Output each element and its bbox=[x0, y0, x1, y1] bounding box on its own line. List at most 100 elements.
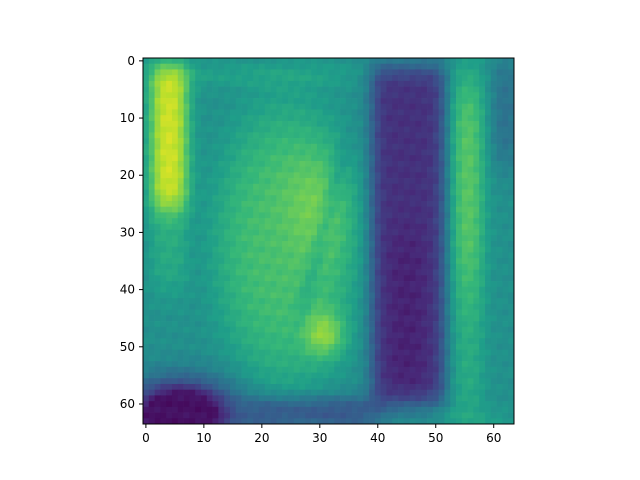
heatmap-cell bbox=[160, 275, 167, 282]
heatmap-cell bbox=[374, 120, 382, 127]
heatmap-cell bbox=[200, 321, 208, 328]
heatmap-cell bbox=[502, 315, 509, 322]
heatmap-cell bbox=[392, 149, 399, 156]
heatmap-cell bbox=[200, 80, 208, 87]
heatmap-cell bbox=[171, 383, 179, 391]
heatmap-cell bbox=[444, 332, 451, 339]
heatmap-cell bbox=[432, 383, 439, 391]
heatmap-cell bbox=[392, 229, 399, 236]
heatmap-cell bbox=[206, 206, 213, 213]
heatmap-cell bbox=[258, 412, 266, 419]
heatmap-cell bbox=[456, 269, 463, 276]
heatmap-cell bbox=[374, 172, 382, 179]
heatmap-cell bbox=[293, 183, 300, 190]
heatmap-cell bbox=[148, 189, 155, 196]
heatmap-cell bbox=[189, 75, 196, 82]
heatmap-cell bbox=[258, 332, 266, 339]
heatmap-cell bbox=[247, 252, 254, 259]
heatmap-cell bbox=[258, 321, 266, 328]
heatmap-cell bbox=[467, 109, 474, 116]
heatmap-cell bbox=[160, 309, 167, 316]
heatmap-cell bbox=[282, 58, 289, 65]
heatmap-cell bbox=[322, 200, 329, 208]
heatmap-cell bbox=[421, 86, 428, 93]
heatmap-cell bbox=[461, 189, 468, 196]
heatmap-cell bbox=[380, 378, 387, 385]
heatmap-cell bbox=[444, 126, 451, 133]
heatmap-cell bbox=[409, 246, 416, 253]
heatmap-cell bbox=[322, 138, 329, 145]
heatmap-cell bbox=[369, 172, 376, 179]
heatmap-cell bbox=[444, 406, 451, 413]
heatmap-cell bbox=[403, 281, 411, 288]
heatmap-cell bbox=[374, 401, 382, 408]
heatmap-cell bbox=[467, 372, 474, 379]
heatmap-cell bbox=[299, 75, 306, 82]
heatmap-cell bbox=[398, 263, 405, 270]
heatmap-cell bbox=[305, 418, 312, 425]
heatmap-cell bbox=[299, 120, 306, 127]
heatmap-cell bbox=[253, 126, 260, 133]
heatmap-cell bbox=[235, 292, 242, 299]
y-tick-label: 60 bbox=[120, 397, 135, 411]
heatmap-cell bbox=[287, 349, 295, 356]
heatmap-cell bbox=[496, 223, 503, 230]
heatmap-cell bbox=[235, 115, 242, 122]
heatmap-cell bbox=[403, 241, 411, 248]
heatmap-cell bbox=[264, 223, 271, 230]
heatmap-cell bbox=[195, 98, 202, 105]
heatmap-cell bbox=[287, 401, 295, 408]
heatmap-cell bbox=[258, 418, 266, 425]
heatmap-cell bbox=[421, 80, 428, 87]
heatmap-cell bbox=[351, 343, 358, 351]
heatmap-cell bbox=[229, 263, 237, 270]
heatmap-cell bbox=[206, 315, 213, 322]
heatmap-cell bbox=[508, 332, 515, 339]
heatmap-cell bbox=[264, 418, 271, 425]
heatmap-cell bbox=[189, 241, 196, 248]
heatmap-cell bbox=[328, 109, 335, 116]
heatmap-cell bbox=[177, 138, 184, 145]
heatmap-cell bbox=[363, 58, 370, 65]
heatmap-cell bbox=[490, 366, 497, 373]
heatmap-cell bbox=[432, 355, 439, 362]
heatmap-cell bbox=[508, 183, 515, 190]
heatmap-cell bbox=[264, 58, 271, 65]
heatmap-cell bbox=[148, 418, 155, 425]
heatmap-cell bbox=[166, 383, 173, 391]
heatmap-cell bbox=[328, 281, 335, 288]
heatmap-cell bbox=[374, 395, 382, 402]
heatmap-cell bbox=[438, 143, 445, 150]
heatmap-cell bbox=[473, 292, 480, 299]
heatmap-cell bbox=[398, 75, 405, 82]
heatmap-cell bbox=[479, 92, 486, 99]
heatmap-cell bbox=[189, 303, 196, 310]
heatmap-cell bbox=[287, 149, 295, 156]
heatmap-cell bbox=[235, 149, 242, 156]
heatmap-cell bbox=[287, 132, 295, 139]
heatmap-cell bbox=[485, 109, 492, 116]
heatmap-cell bbox=[322, 269, 329, 276]
heatmap-cell bbox=[241, 343, 248, 351]
heatmap-cell bbox=[461, 92, 468, 99]
heatmap-cell bbox=[403, 160, 411, 168]
heatmap-cell bbox=[316, 149, 324, 156]
heatmap-cell bbox=[241, 281, 248, 288]
heatmap-cell bbox=[166, 252, 173, 259]
heatmap-cell bbox=[427, 326, 434, 333]
heatmap-cell bbox=[461, 223, 468, 230]
heatmap-cell bbox=[235, 389, 242, 396]
heatmap-cell bbox=[224, 109, 231, 116]
heatmap-cell bbox=[166, 80, 173, 87]
heatmap-cell bbox=[392, 406, 399, 413]
heatmap-cell bbox=[380, 286, 387, 293]
heatmap-cell bbox=[235, 241, 242, 248]
heatmap-cell bbox=[421, 361, 428, 368]
heatmap-cell bbox=[496, 366, 503, 373]
heatmap-cell bbox=[351, 132, 358, 139]
heatmap-cell bbox=[357, 361, 364, 368]
heatmap-cell bbox=[305, 218, 312, 225]
heatmap-cell bbox=[334, 212, 341, 219]
heatmap-cell bbox=[351, 378, 358, 385]
heatmap-cell bbox=[461, 281, 468, 288]
